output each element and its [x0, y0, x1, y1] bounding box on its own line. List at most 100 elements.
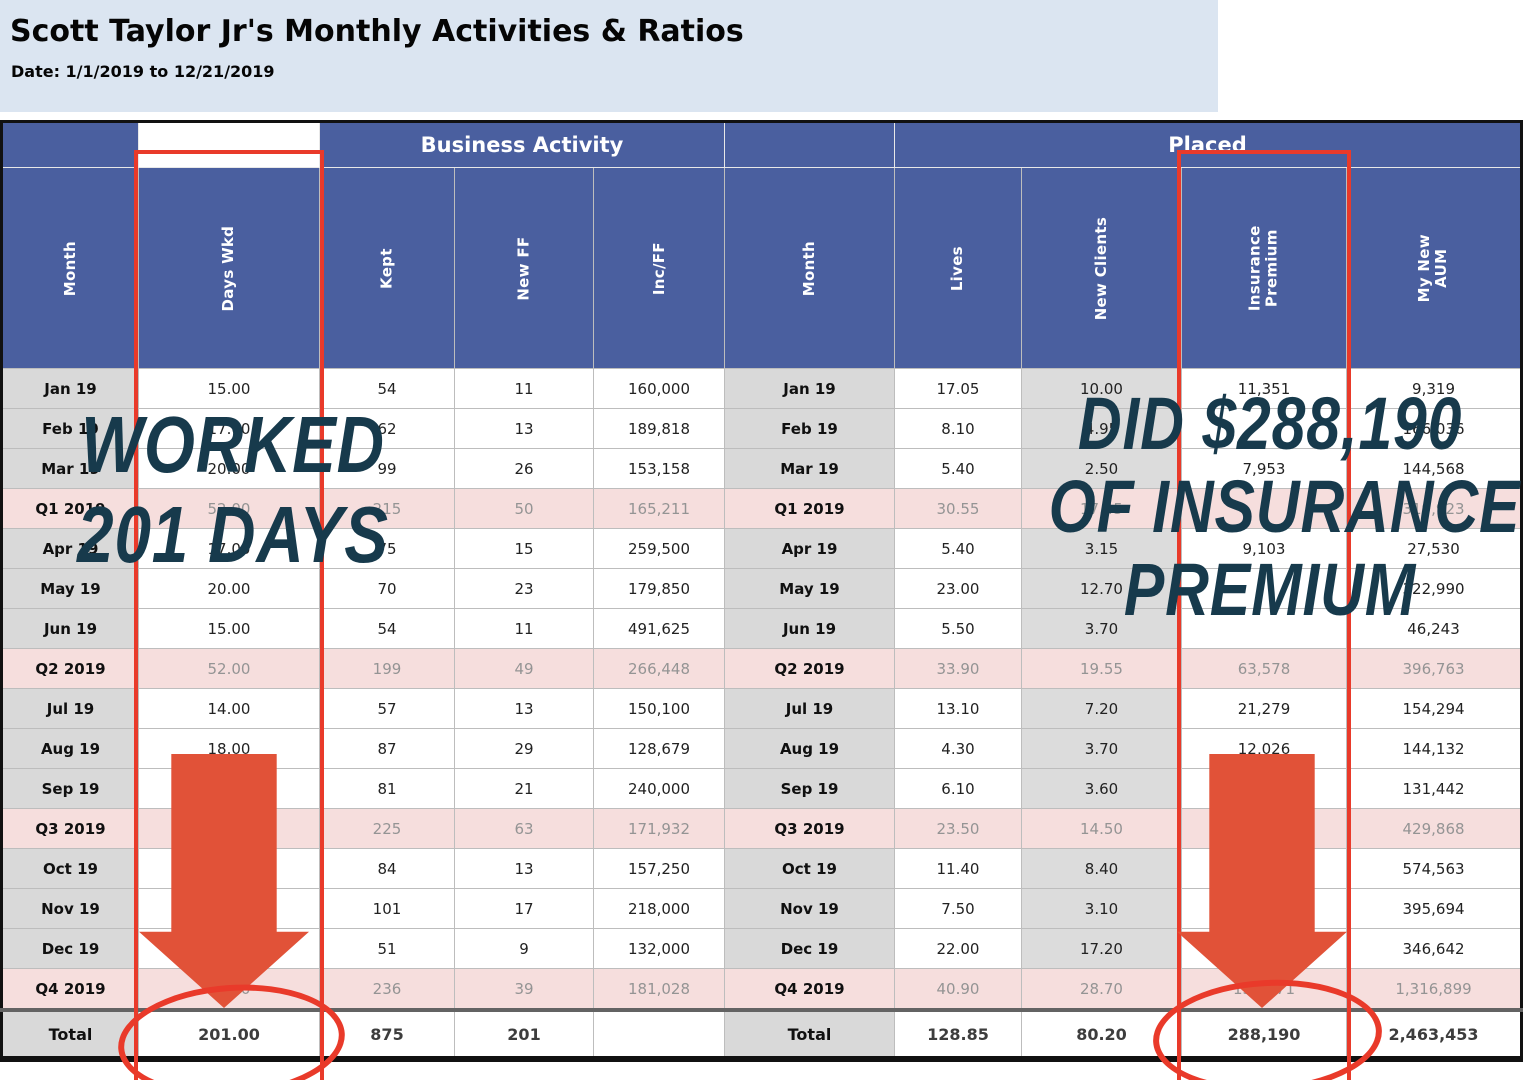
cell-new-clients: 3.60 [1021, 768, 1182, 809]
cell-month-2: Feb 19 [724, 408, 895, 449]
cell-days-wkd: 17.00 [138, 408, 320, 449]
cell-lives: 11.40 [894, 848, 1022, 889]
cell-month: Jan 19 [1, 368, 139, 409]
cell-kept: 215 [319, 488, 455, 529]
row-aug-19: Aug 19 18.00 87 29 128,679 Aug 19 4.30 3… [1, 728, 1523, 769]
cell-new-ff: 11 [454, 608, 594, 649]
column-header-kept: Kept [319, 167, 455, 369]
cell-inc-ff: 171,932 [593, 808, 725, 849]
row-total: Total 201.00 875 201 Total 128.85 80.20 … [1, 1008, 1523, 1060]
cell-inc-ff: 128,679 [593, 728, 725, 769]
cell-month-2: May 19 [724, 568, 895, 609]
cell-lives: 23.50 [894, 808, 1022, 849]
cell-my-new-aum: 46,243 [1345, 608, 1523, 649]
cell-inc-ff: 266,448 [593, 648, 725, 689]
cell-new-clients: 12.70 [1021, 568, 1182, 609]
cell-days-wkd: 15.00 [138, 608, 320, 649]
cell-month: Aug 19 [1, 728, 139, 769]
row-apr-19: Apr 19 17.00 75 15 259,500 Apr 19 5.40 3… [1, 528, 1523, 569]
cell-new-clients: 19.55 [1021, 648, 1182, 689]
cell-days-wkd: 14.00 [138, 688, 320, 729]
row-may-19: May 19 20.00 70 23 179,850 May 19 23.00 … [1, 568, 1523, 609]
cell-days-wkd: 20.00 [138, 448, 320, 489]
cell-month-2: Mar 19 [724, 448, 895, 489]
cell-kept: 62 [319, 408, 455, 449]
cell-insurance-premium-total: 288,190 [1181, 1008, 1347, 1060]
cell-month-2: Q4 2019 [724, 968, 895, 1011]
callout-line: PREMIUM [1123, 548, 1417, 631]
cell-days-wkd: 18.00 [138, 728, 320, 769]
cell-month: May 19 [1, 568, 139, 609]
row-jun-19: Jun 19 15.00 54 11 491,625 Jun 19 5.50 3… [1, 608, 1523, 649]
cell-new-ff: 13 [454, 408, 594, 449]
cell-inc-ff: 491,625 [593, 608, 725, 649]
cell-kept: 99 [319, 448, 455, 489]
cell-new-ff: 21 [454, 768, 594, 809]
cell-new-ff: 49 [454, 648, 594, 689]
cell-month-2: Q3 2019 [724, 808, 895, 849]
row-dec-19: Dec 19 51 9 132,000 Dec 19 22.00 17.20 3… [1, 928, 1523, 969]
cell-insurance-premium: 21,279 [1181, 688, 1347, 729]
cell-lives: 33.90 [894, 648, 1022, 689]
cell-new-clients: 3.15 [1021, 528, 1182, 569]
row-feb-19: Feb 19 17.00 62 13 189,818 Feb 19 8.10 4… [1, 408, 1523, 449]
row-nov-19: Nov 19 101 17 218,000 Nov 19 7.50 3.10 3… [1, 888, 1523, 929]
cell-month: Feb 19 [1, 408, 139, 449]
cell-new-clients: 14.50 [1021, 808, 1182, 849]
column-header-days-wkd: Days Wkd [138, 167, 320, 369]
cell-lives: 5.40 [894, 448, 1022, 489]
cell-inc-ff: 189,818 [593, 408, 725, 449]
callout-line: OF INSURANCE [1048, 465, 1521, 548]
cell-kept: 87 [319, 728, 455, 769]
cell-month: Dec 19 [1, 928, 139, 969]
cell-month: Sep 19 [1, 768, 139, 809]
group-header-spacer-month-2 [724, 121, 895, 168]
column-header-my-new-aum: My New AUM [1345, 167, 1523, 369]
cell-insurance-premium [1181, 608, 1347, 649]
column-header-month-2: Month [724, 167, 895, 369]
activities-table: Business Activity Placed Month Days Wkd … [0, 120, 1524, 1062]
column-header-new-clients: New Clients [1021, 167, 1182, 369]
cell-month: Total [1, 1008, 139, 1060]
column-header-inc-ff: Inc/FF [593, 167, 725, 369]
cell-kept: 81 [319, 768, 455, 809]
cell-my-new-aum: 1,316,899 [1345, 968, 1523, 1011]
group-header-placed: Placed [893, 121, 1523, 168]
cell-lives: 5.50 [894, 608, 1022, 649]
cell-new-clients: 3.70 [1021, 728, 1182, 769]
row-jan-19: Jan 19 15.00 54 11 160,000 Jan 19 17.05 … [1, 368, 1523, 409]
cell-insurance-premium: 11,351 [1181, 368, 1347, 409]
cell-month: Jun 19 [1, 608, 139, 649]
cell-insurance-premium: 7,953 [1181, 448, 1347, 489]
cell-my-new-aum: 395,694 [1345, 888, 1523, 929]
callout-line: DID $288,190 [1077, 382, 1463, 465]
cell-my-new-aum: 144,568 [1345, 448, 1523, 489]
cell-new-clients: 17.20 [1021, 928, 1182, 969]
cell-my-new-aum: 574,563 [1345, 848, 1523, 889]
cell-lives: 4.30 [894, 728, 1022, 769]
cell-kept: 54 [319, 608, 455, 649]
cell-month-2: Oct 19 [724, 848, 895, 889]
cell-lives: 13.10 [894, 688, 1022, 729]
cell-new-ff: 13 [454, 688, 594, 729]
cell-new-ff: 50 [454, 488, 594, 529]
cell-inc-ff: 132,000 [593, 928, 725, 969]
callout-line: 201 DAYS [77, 490, 389, 579]
cell-new-ff: 63 [454, 808, 594, 849]
cell-month-2: Dec 19 [724, 928, 895, 969]
cell-new-ff: 39 [454, 968, 594, 1011]
column-header-new-ff: New FF [454, 167, 594, 369]
cell-insurance-premium [1181, 488, 1347, 529]
cell-month-2: Sep 19 [724, 768, 895, 809]
cell-my-new-aum: 144,132 [1345, 728, 1523, 769]
cell-kept: 54 [319, 368, 455, 409]
cell-my-new-aum: 154,294 [1345, 688, 1523, 729]
cell-new-ff: 13 [454, 848, 594, 889]
cell-inc-ff: 157,250 [593, 848, 725, 889]
row-sep-19: Sep 19 81 21 240,000 Sep 19 6.10 3.60 13… [1, 768, 1523, 809]
cell-lives: 17.05 [894, 368, 1022, 409]
cell-month: Q3 2019 [1, 808, 139, 849]
row-q2-2019: Q2 2019 52.00 199 49 266,448 Q2 2019 33.… [1, 648, 1523, 689]
column-header-row: Month Days Wkd Kept New FF Inc/FF Month … [1, 167, 1523, 369]
